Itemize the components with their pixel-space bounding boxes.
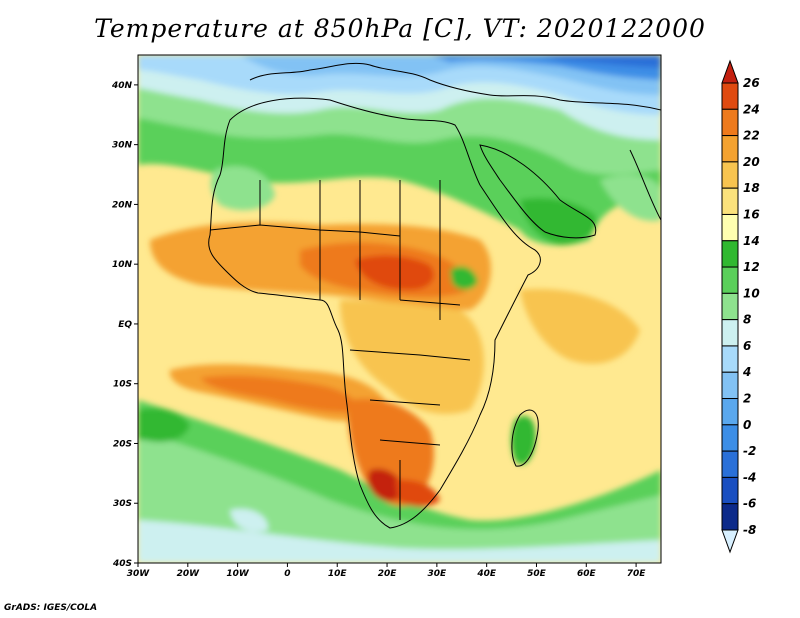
field-indian-orange <box>520 289 640 364</box>
colorbar-box <box>721 319 739 347</box>
field-south-lightgreen <box>138 430 661 563</box>
field-north-deepblue <box>540 55 661 68</box>
sahel-borders <box>209 180 471 520</box>
y-tick-label: 40N <box>111 81 133 91</box>
field-sahel-hot <box>355 255 434 290</box>
colorbar-box <box>721 240 739 268</box>
colorbar-label: -8 <box>743 523 756 537</box>
colorbar-box <box>721 476 739 505</box>
y-tick-label: EQ <box>118 320 132 330</box>
colorbar-box <box>721 398 739 426</box>
y-tick-label: 30S <box>113 499 132 509</box>
colorbar-label: -6 <box>743 497 756 511</box>
y-tick-label: 30N <box>112 141 133 151</box>
colorbar-top-triangle <box>721 59 739 84</box>
x-tick-label: 60E <box>577 569 597 579</box>
colorbar-box <box>721 187 739 215</box>
colorbar-box <box>721 135 739 163</box>
colorbar-label: 12 <box>743 260 760 274</box>
colorbar-label: 22 <box>743 129 760 143</box>
colorbar-box <box>721 266 739 294</box>
x-tick-label: 30E <box>428 569 448 579</box>
y-tick-label: 20N <box>112 200 133 210</box>
colorbar-label: -2 <box>743 444 756 458</box>
x-tick-label: 30W <box>127 569 151 579</box>
y-tick-label: 20S <box>113 439 132 449</box>
colorbar-label: -4 <box>743 470 756 484</box>
colorbar-label: 6 <box>743 339 751 353</box>
colorbar-label: 24 <box>743 102 760 116</box>
colorbar-label: 20 <box>743 155 760 169</box>
y-tick-label: 10S <box>113 380 132 390</box>
field-east-orange <box>340 300 484 414</box>
colorbar-label: 2 <box>743 392 751 406</box>
x-tick-label: 20E <box>378 569 398 579</box>
x-tick-label: 40E <box>476 569 497 579</box>
colorbar-box <box>721 503 739 531</box>
colorbar-box <box>721 450 739 478</box>
europe-coast <box>249 62 661 111</box>
field-ethiopia-green <box>450 266 478 290</box>
india-coast <box>629 149 661 221</box>
colorbar-box <box>721 424 739 452</box>
colorbar-label: 8 <box>743 313 751 327</box>
field-westatl-green <box>138 408 190 442</box>
x-tick-label: 0 <box>284 569 290 579</box>
colorbar-label: 0 <box>743 418 751 432</box>
field-arabia-green <box>520 198 596 245</box>
colorbar-label: 18 <box>743 181 760 195</box>
field-safrica-red <box>395 479 440 507</box>
y-axis: 40S 30S 20S 10S EQ 10N 20N 30N 40N <box>111 81 138 569</box>
temperature-field <box>138 55 661 563</box>
x-tick-label: 70E <box>627 569 647 579</box>
x-tick-label: 50E <box>527 569 547 579</box>
field-south-patch <box>230 508 269 532</box>
x-axis: 30W 20W 10W 0 10E 20E 30E 40E 50E 60E 70E <box>127 563 647 579</box>
y-tick-label: 10N <box>112 260 133 270</box>
y-tick-label: 40S <box>112 559 132 569</box>
colorbar-box <box>721 371 739 400</box>
field-safrica-hot <box>367 468 405 502</box>
field-satl-deep <box>200 375 356 413</box>
africa-coastline <box>208 97 541 529</box>
colorbar-box <box>721 292 739 321</box>
colorbar-box <box>721 213 739 242</box>
colorbar-label: 26 <box>743 76 760 90</box>
colorbar-bottom-triangle <box>721 529 739 554</box>
colorbar-box <box>721 82 739 110</box>
x-tick-label: 10W <box>226 569 250 579</box>
credit-label: GrADS: IGES/COLA <box>4 603 98 613</box>
madagascar-coast <box>511 409 539 467</box>
colorbar-label: 10 <box>743 286 760 300</box>
colorbar-box <box>721 161 739 189</box>
arabia-coast <box>479 144 597 239</box>
colorbar-box <box>721 108 739 137</box>
chart-title: Temperature at 850hPa [C], VT: 202012200… <box>94 14 706 43</box>
colorbar-label: 16 <box>743 207 760 221</box>
colorbar-label: 14 <box>743 234 760 248</box>
plot-frame <box>137 54 662 564</box>
colorbar-label: 4 <box>742 365 751 379</box>
field-sahara-green <box>210 166 275 211</box>
field-south-cold <box>138 520 661 563</box>
x-tick-label: 20W <box>177 569 201 579</box>
x-tick-label: 10E <box>328 569 348 579</box>
field-madagascar <box>511 416 536 465</box>
coastline-overlay <box>208 62 661 529</box>
colorbar-box <box>721 345 739 373</box>
